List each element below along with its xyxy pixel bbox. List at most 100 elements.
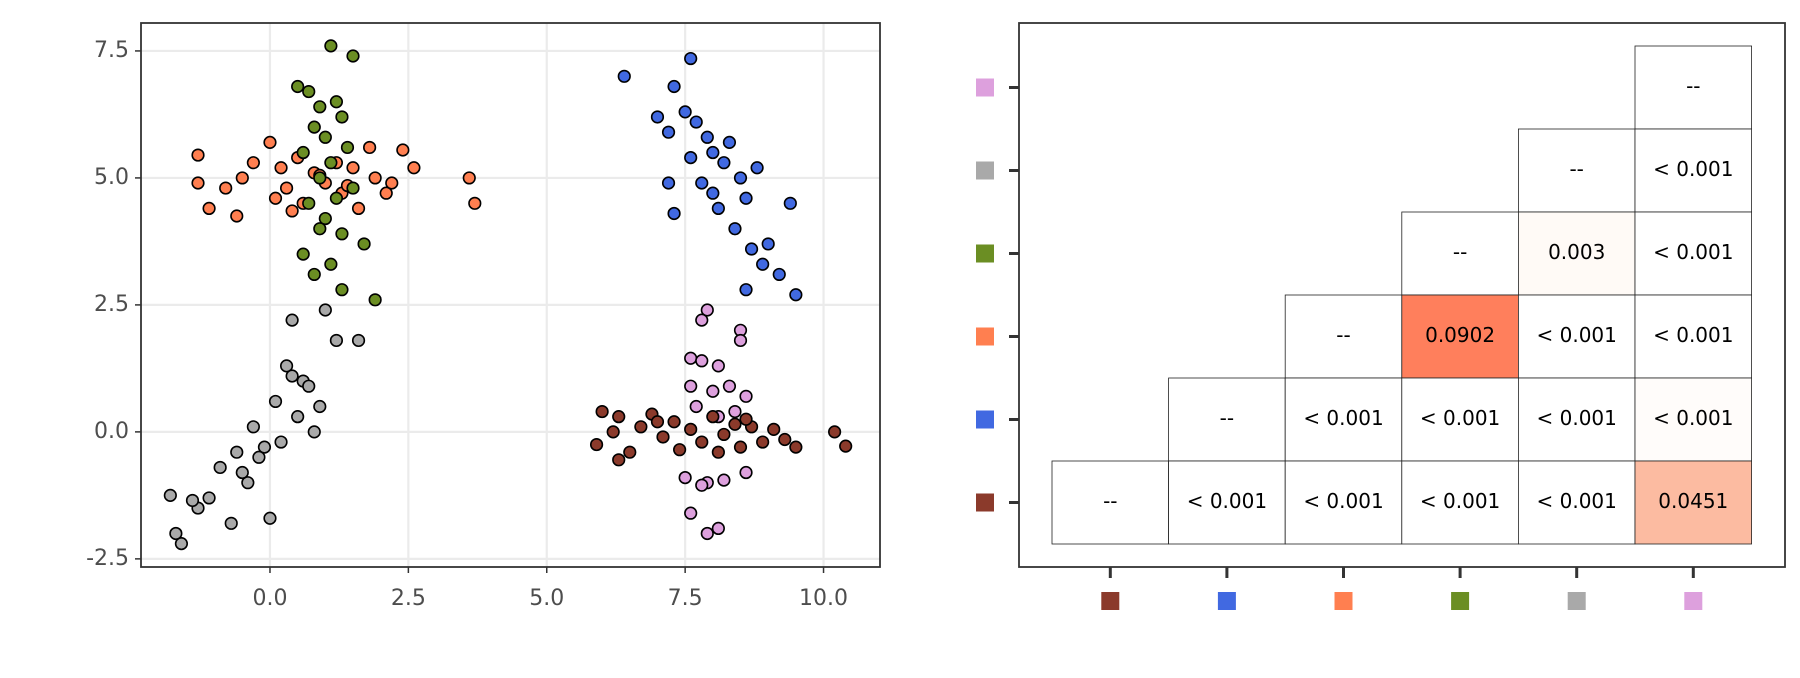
- point: [302, 379, 316, 393]
- row-key: [976, 78, 994, 97]
- point: [733, 440, 748, 454]
- point: [739, 283, 753, 297]
- point: [706, 384, 720, 398]
- cell-text: < 0.001: [1420, 489, 1500, 513]
- point: [634, 420, 648, 434]
- point: [202, 491, 216, 505]
- point: [728, 222, 742, 236]
- point: [169, 526, 183, 541]
- point: [728, 404, 742, 419]
- point: [335, 227, 349, 241]
- point: [296, 247, 310, 261]
- point: [340, 140, 355, 155]
- point: [706, 410, 720, 424]
- point: [661, 176, 676, 190]
- point: [673, 443, 687, 457]
- point: [174, 537, 189, 551]
- point: [307, 267, 321, 282]
- cell-text: < 0.001: [1537, 406, 1617, 430]
- point: [700, 526, 714, 541]
- point: [230, 209, 244, 223]
- point: [335, 110, 349, 124]
- point: [202, 201, 216, 215]
- point: [684, 422, 698, 436]
- x-tick-label: 7.5: [668, 586, 703, 611]
- point: [739, 389, 753, 403]
- point: [335, 283, 349, 297]
- point: [307, 120, 321, 134]
- point: [296, 145, 310, 160]
- x-tick-label: 10.0: [799, 586, 848, 611]
- scatter-panel: 0.0 2.5 5.0 7.5 10.0 -2.5 0.0 2.5 5.0 7.5: [86, 22, 881, 611]
- point: [695, 176, 709, 190]
- point: [689, 115, 703, 129]
- cell-text: --: [1453, 240, 1467, 264]
- point: [667, 206, 681, 221]
- point: [706, 186, 720, 200]
- row-key: [976, 244, 994, 263]
- cell-text: --: [1103, 489, 1117, 513]
- point: [313, 171, 327, 185]
- point: [717, 427, 731, 442]
- point: [589, 437, 604, 452]
- point: [695, 313, 709, 327]
- point: [246, 420, 260, 434]
- cell: [1634, 45, 1752, 130]
- point: [617, 69, 631, 83]
- cell: [1284, 377, 1403, 462]
- point: [351, 333, 366, 348]
- cell: [1518, 128, 1636, 213]
- point: [191, 176, 205, 190]
- point: [302, 196, 316, 210]
- point: [711, 445, 725, 459]
- cell: [1168, 460, 1286, 545]
- point: [700, 130, 714, 144]
- point: [612, 453, 626, 467]
- cell-text: < 0.001: [1303, 406, 1383, 430]
- point: [246, 156, 260, 170]
- point: [667, 79, 681, 94]
- col-key: [1451, 592, 1470, 610]
- point: [274, 435, 288, 449]
- point: [307, 425, 321, 439]
- point: [302, 84, 316, 99]
- point: [346, 181, 360, 195]
- x-tick-label: 0.0: [252, 586, 287, 611]
- cell-text: < 0.001: [1303, 489, 1383, 513]
- col-key: [1334, 592, 1353, 610]
- cell-text: < 0.001: [1420, 406, 1500, 430]
- point: [623, 445, 637, 459]
- point: [363, 140, 377, 155]
- cell: [1401, 211, 1519, 296]
- point: [285, 313, 299, 327]
- point: [346, 49, 360, 63]
- point: [772, 267, 786, 282]
- row-key: [976, 493, 994, 512]
- point: [739, 191, 753, 205]
- point: [462, 171, 476, 185]
- cell: [1518, 460, 1636, 545]
- point: [678, 105, 692, 119]
- cell: [1634, 377, 1752, 462]
- point: [612, 410, 626, 424]
- point: [684, 379, 698, 393]
- point: [722, 135, 737, 149]
- plot-border: [140, 22, 881, 568]
- point: [650, 110, 665, 124]
- point: [313, 399, 327, 414]
- point: [368, 171, 382, 185]
- point: [756, 435, 770, 449]
- point: [285, 204, 299, 218]
- cell: [1634, 128, 1752, 213]
- x-tick-label: 5.0: [529, 586, 564, 611]
- point: [385, 176, 399, 190]
- cell: [1401, 377, 1519, 462]
- point: [185, 493, 200, 508]
- point: [263, 511, 277, 525]
- row-key: [976, 410, 994, 429]
- point: [783, 196, 797, 210]
- point: [695, 435, 709, 449]
- point: [318, 303, 332, 317]
- point: [728, 417, 742, 431]
- point: [606, 425, 620, 439]
